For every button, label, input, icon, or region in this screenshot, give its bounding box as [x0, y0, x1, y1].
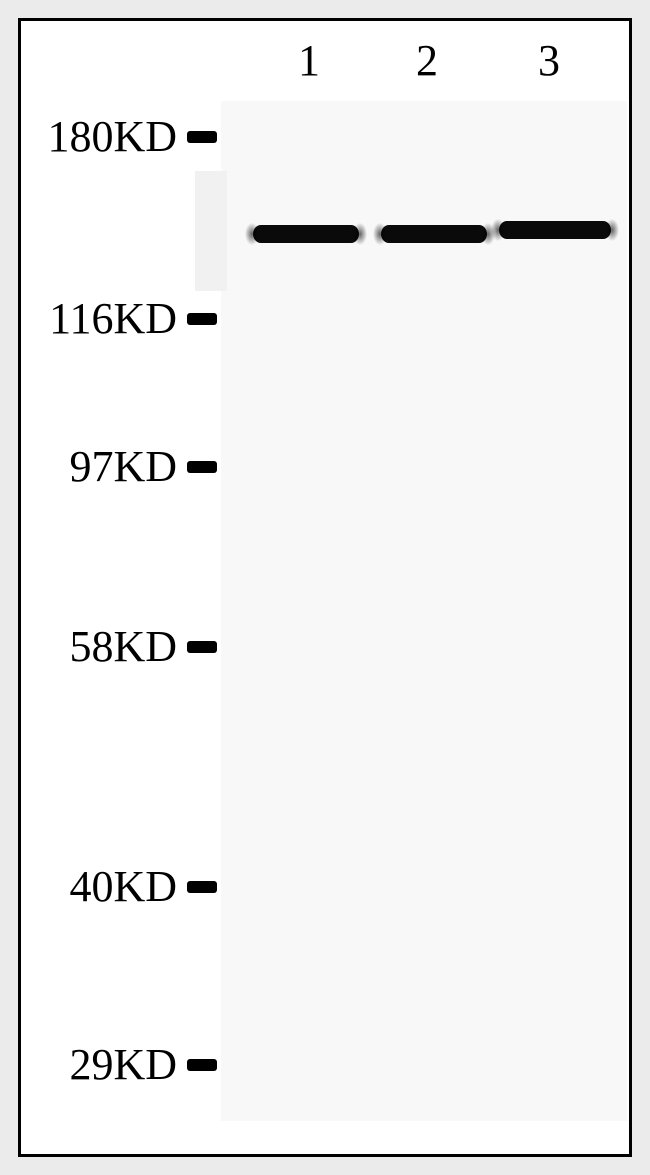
lane-number: 1 — [298, 35, 320, 86]
mw-marker-tick — [187, 313, 217, 325]
mw-marker-tick — [187, 641, 217, 653]
protein-band — [499, 221, 611, 239]
membrane-region — [221, 101, 627, 1121]
mw-marker-label: 180KD — [47, 111, 177, 162]
mw-marker-tick — [187, 461, 217, 473]
lane-number: 3 — [538, 35, 560, 86]
mw-marker-label: 29KD — [69, 1039, 177, 1090]
mw-marker-label: 40KD — [69, 861, 177, 912]
membrane-shadow — [195, 171, 227, 291]
protein-band — [253, 225, 359, 243]
protein-band — [381, 225, 487, 243]
mw-marker-tick — [187, 1059, 217, 1071]
mw-marker-label: 58KD — [69, 621, 177, 672]
lane-number: 2 — [416, 35, 438, 86]
mw-marker-tick — [187, 131, 217, 143]
mw-marker-label: 97KD — [69, 441, 177, 492]
mw-marker-tick — [187, 881, 217, 893]
blot-stage: 1 2 3 180KD 116KD 97KD 58KD 40KD 29KD — [21, 21, 629, 1154]
blot-panel: 1 2 3 180KD 116KD 97KD 58KD 40KD 29KD — [18, 18, 632, 1157]
mw-marker-label: 116KD — [49, 293, 177, 344]
